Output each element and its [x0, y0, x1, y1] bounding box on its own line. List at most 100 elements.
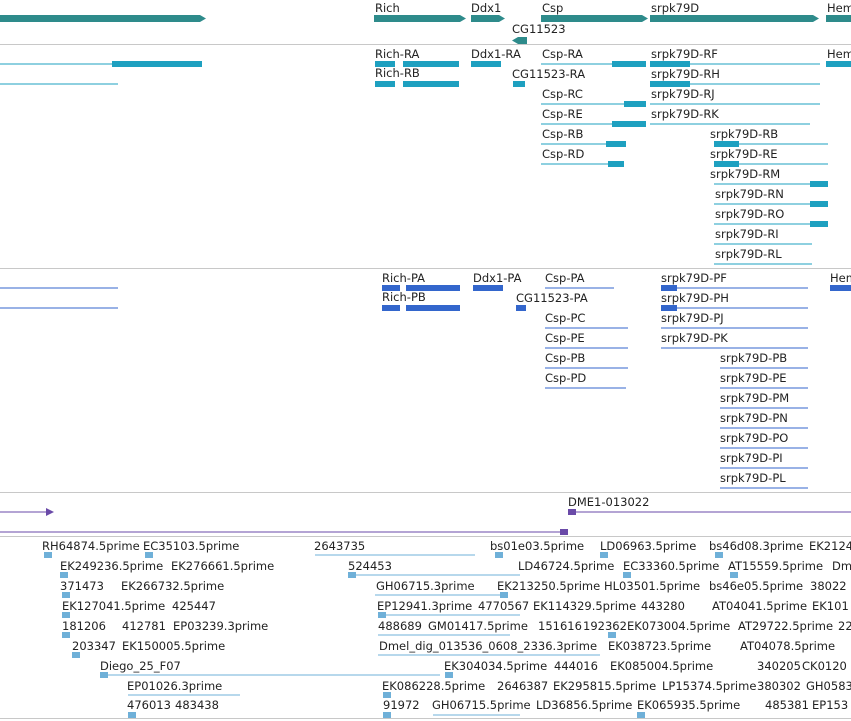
- est-label[interactable]: EK038723.5prime: [608, 639, 712, 653]
- transcript-label[interactable]: Csp-RE: [542, 107, 583, 121]
- est-label[interactable]: bs01e03.5prime: [490, 539, 585, 553]
- est-label[interactable]: Dmel_dig_013536_0608_2336.3prime: [379, 639, 598, 653]
- est-label[interactable]: Diego_25_F07: [100, 659, 181, 673]
- est-label[interactable]: 2643735: [314, 539, 366, 553]
- est-label[interactable]: 380302: [757, 679, 801, 693]
- est-label[interactable]: LD06963.5prime: [600, 539, 697, 553]
- gene-label[interactable]: CG11523: [512, 22, 566, 36]
- transcript-label[interactable]: srpk79D-RE: [710, 147, 778, 161]
- protein-label[interactable]: srpk79D-PH: [661, 291, 729, 305]
- est-label[interactable]: EK127041.5prime: [62, 599, 166, 613]
- transcript-label[interactable]: srpk79D-RJ: [651, 87, 715, 101]
- est-label[interactable]: GM01417.5prime: [428, 619, 528, 633]
- est-label[interactable]: EP03239.3prime: [173, 619, 269, 633]
- transcript-label[interactable]: Csp-RD: [542, 147, 585, 161]
- est-label[interactable]: 412781: [122, 619, 166, 633]
- protein-label[interactable]: Ddx1-PA: [473, 271, 522, 285]
- est-label[interactable]: 4770567: [478, 599, 530, 613]
- protein-label[interactable]: srpk79D-PK: [661, 331, 728, 345]
- gene-label[interactable]: Hem: [827, 1, 851, 15]
- protein-label[interactable]: Csp-PE: [545, 331, 585, 345]
- est-label[interactable]: 524453: [348, 559, 392, 573]
- est-label[interactable]: EK2124: [809, 539, 851, 553]
- transcript-label[interactable]: Hem: [827, 47, 851, 61]
- est-label[interactable]: 38022: [810, 579, 847, 593]
- est-label[interactable]: Dm: [832, 559, 851, 573]
- est-label[interactable]: 483438: [175, 698, 219, 712]
- protein-label[interactable]: srpk79D-PB: [720, 351, 788, 365]
- transcript-label[interactable]: CG11523-RA: [512, 67, 586, 81]
- transcript-label[interactable]: srpk79D-RN: [715, 187, 784, 201]
- est-label[interactable]: EK073004.5prime: [627, 619, 731, 633]
- protein-label[interactable]: srpk79D-PO: [720, 431, 789, 445]
- est-label[interactable]: bs46e05.5prime: [709, 579, 804, 593]
- est-label[interactable]: 476013: [127, 698, 171, 712]
- est-label[interactable]: 91972: [383, 698, 420, 712]
- est-label[interactable]: EK150005.5prime: [122, 639, 226, 653]
- est-label[interactable]: 371473: [60, 579, 104, 593]
- gene-label[interactable]: Rich: [375, 1, 400, 15]
- est-label[interactable]: 22: [838, 619, 851, 633]
- est-label[interactable]: 425447: [172, 599, 216, 613]
- est-label[interactable]: AT04041.5prime: [712, 599, 808, 613]
- est-label[interactable]: 203347: [72, 639, 116, 653]
- est-label[interactable]: LP15374.5prime: [662, 679, 757, 693]
- transcript-label[interactable]: srpk79D-RL: [715, 247, 782, 261]
- protein-label[interactable]: CG11523-PA: [516, 291, 588, 305]
- transcript-label[interactable]: Ddx1-RA: [471, 47, 521, 61]
- gene-label[interactable]: Csp: [542, 1, 564, 15]
- est-label[interactable]: 192362: [583, 619, 627, 633]
- gene-label[interactable]: srpk79D: [651, 1, 700, 15]
- protein-label[interactable]: srpk79D-PN: [720, 411, 788, 425]
- est-label[interactable]: EK304034.5prime: [444, 659, 548, 673]
- est-label[interactable]: 444016: [554, 659, 598, 673]
- est-label[interactable]: LD46724.5prime: [518, 559, 615, 573]
- transcript-label[interactable]: Csp-RC: [542, 87, 583, 101]
- est-label[interactable]: 340205: [757, 659, 801, 673]
- est-label[interactable]: EK101: [812, 599, 849, 613]
- transcript-label[interactable]: srpk79D-RH: [651, 67, 720, 81]
- transcript-label[interactable]: srpk79D-RK: [651, 107, 719, 121]
- est-label[interactable]: RH64874.5prime: [42, 539, 140, 553]
- transcript-label[interactable]: Rich-RB: [375, 66, 420, 80]
- protein-label[interactable]: Csp-PD: [545, 371, 587, 385]
- protein-label[interactable]: Hem: [830, 271, 851, 285]
- protein-label[interactable]: srpk79D-PJ: [661, 311, 724, 325]
- est-label[interactable]: AT29722.5prime: [738, 619, 834, 633]
- protein-label[interactable]: Rich-PA: [382, 271, 426, 285]
- transcript-label[interactable]: srpk79D-RI: [715, 227, 779, 241]
- est-label[interactable]: GH06715.3prime: [376, 579, 475, 593]
- est-label[interactable]: AT04078.5prime: [740, 639, 836, 653]
- transcript-label[interactable]: srpk79D-RM: [710, 167, 781, 181]
- est-label[interactable]: bs46d08.3prime: [709, 539, 804, 553]
- est-label[interactable]: EK085004.5prime: [610, 659, 714, 673]
- protein-label[interactable]: srpk79D-PE: [720, 371, 787, 385]
- est-label[interactable]: EK086228.5prime: [382, 679, 486, 693]
- protein-label[interactable]: srpk79D-PF: [661, 271, 727, 285]
- est-label[interactable]: 181206: [62, 619, 106, 633]
- transcript-label[interactable]: Rich-RA: [375, 47, 420, 61]
- est-label[interactable]: AT15559.5prime: [728, 559, 824, 573]
- est-label[interactable]: GH0583: [806, 679, 851, 693]
- est-label[interactable]: 2646387: [497, 679, 549, 693]
- protein-label[interactable]: Csp-PC: [545, 311, 586, 325]
- protein-label[interactable]: srpk79D-PI: [720, 451, 783, 465]
- est-label[interactable]: EP153: [812, 698, 849, 712]
- est-label[interactable]: 443280: [641, 599, 685, 613]
- est-label[interactable]: EK295815.5prime: [553, 679, 657, 693]
- est-label[interactable]: EK249236.5prime: [60, 559, 164, 573]
- est-label[interactable]: 485381: [765, 698, 809, 712]
- protein-label[interactable]: Rich-PB: [382, 290, 426, 304]
- est-label[interactable]: CK0120: [802, 659, 847, 673]
- est-label[interactable]: GH06715.5prime: [432, 698, 531, 712]
- protein-label[interactable]: Csp-PA: [545, 271, 585, 285]
- est-label[interactable]: EC33360.5prime: [623, 559, 720, 573]
- transcript-label[interactable]: srpk79D-RB: [710, 127, 779, 141]
- transcript-label[interactable]: Csp-RA: [542, 47, 583, 61]
- est-label[interactable]: EK065935.5prime: [637, 698, 741, 712]
- est-label[interactable]: 488689: [378, 619, 422, 633]
- repeat-label[interactable]: DME1-013022: [568, 495, 650, 509]
- est-label[interactable]: HL03501.5prime: [604, 579, 701, 593]
- transcript-label[interactable]: srpk79D-RO: [715, 207, 785, 221]
- est-label[interactable]: LD36856.5prime: [536, 698, 633, 712]
